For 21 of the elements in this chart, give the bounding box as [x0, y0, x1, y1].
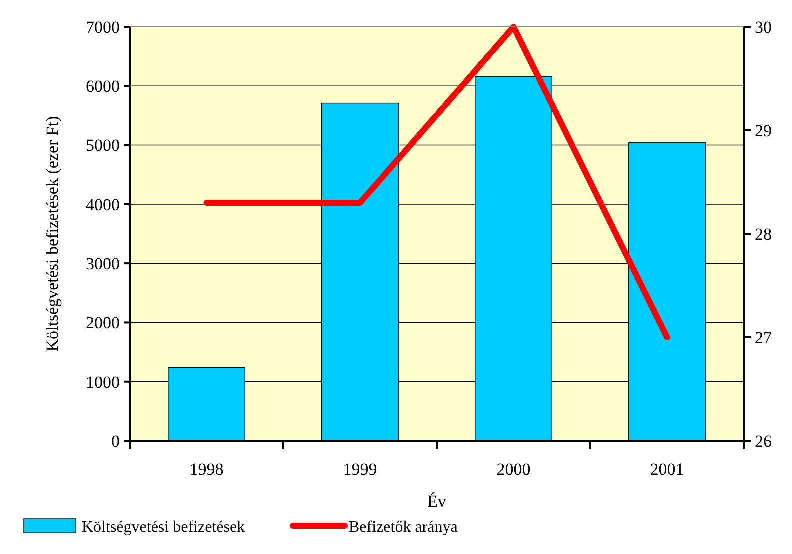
- y-tick-label: 2000: [86, 314, 120, 333]
- legend-label: Költségvetési befizetések: [82, 519, 246, 536]
- y2-tick-label: 27: [755, 328, 772, 348]
- y-axis-title: Költségvetési befizetések (ezer Ft): [43, 116, 62, 352]
- y2-tick-label: 29: [755, 121, 772, 140]
- y-tick-label: 3000: [86, 254, 120, 274]
- x-tick-label: 2000: [496, 460, 531, 479]
- legend-label: Befizetők aránya: [349, 519, 458, 536]
- y-tick-label: 0: [112, 432, 120, 451]
- x-axis-title: Év: [428, 492, 447, 511]
- y2-tick-label: 26: [755, 432, 772, 451]
- x-tick-label: 1998: [190, 460, 224, 479]
- y-tick-label: 5000: [86, 136, 120, 156]
- y-tick-label: 1000: [86, 372, 120, 392]
- y-tick-label: 6000: [86, 77, 120, 96]
- y-tick-label: 7000: [86, 18, 120, 37]
- x-tick-label: 1999: [343, 460, 378, 479]
- y2-tick-label: 28: [755, 224, 772, 244]
- y-tick-label: 4000: [86, 195, 120, 214]
- y2-tick-label: 30: [755, 18, 772, 37]
- x-tick-label: 2001: [650, 460, 684, 479]
